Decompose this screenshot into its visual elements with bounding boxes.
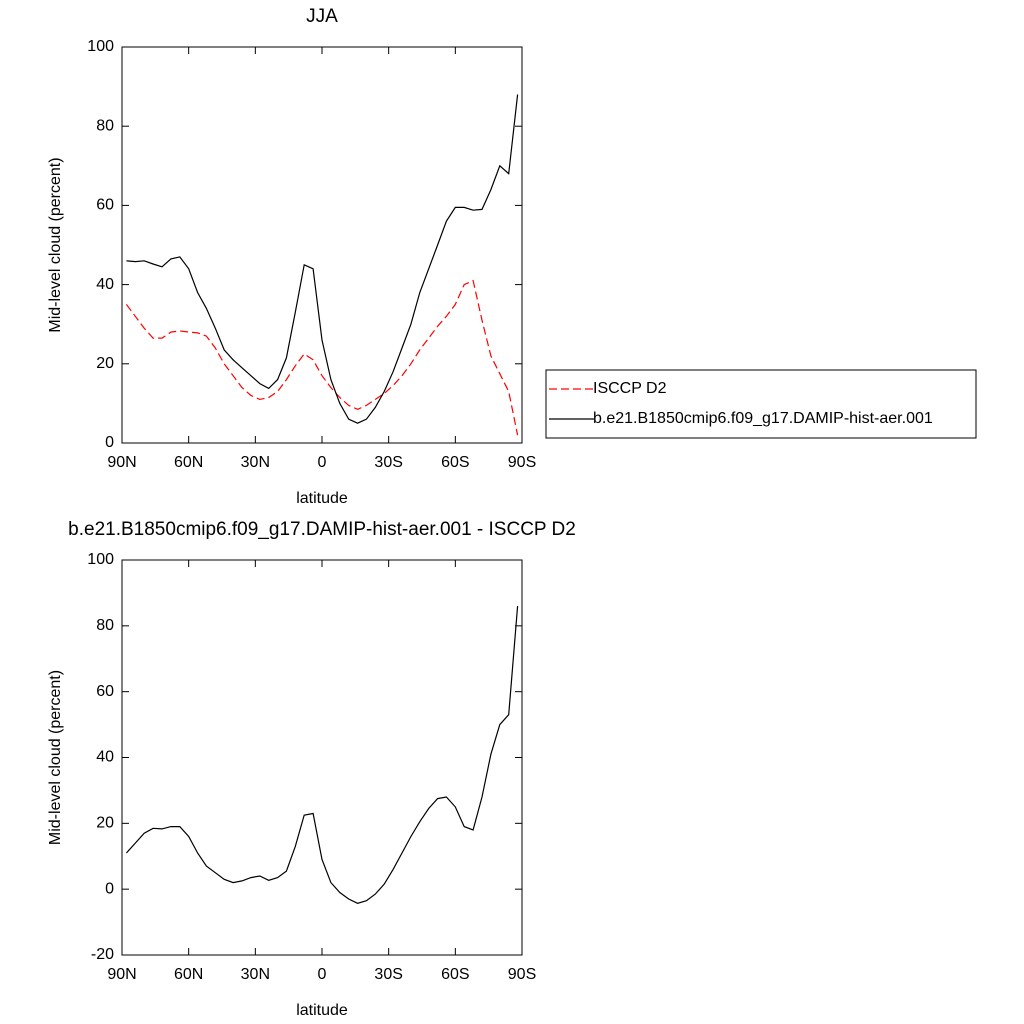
x-axis-label: latitude <box>296 490 348 507</box>
y-tick-label: 60 <box>96 197 114 214</box>
y-axis-label: Mid-level cloud (percent) <box>47 157 64 332</box>
y-axis-label: Mid-level cloud (percent) <box>47 670 64 845</box>
legend-label: b.e21.B1850cmip6.f09_g17.DAMIP-hist-aer.… <box>593 410 933 427</box>
y-tick-label: 80 <box>96 117 114 134</box>
y-tick-label: 0 <box>105 434 114 451</box>
x-tick-label: 60N <box>174 454 203 471</box>
x-tick-label: 90S <box>508 454 536 471</box>
y-tick-label: 40 <box>96 276 114 293</box>
y-tick-label: 80 <box>96 617 114 634</box>
x-tick-label: 30N <box>241 454 270 471</box>
x-tick-label: 90S <box>508 966 536 983</box>
y-tick-label: 20 <box>96 815 114 832</box>
chart-title: JJA <box>306 6 338 27</box>
y-tick-label: 60 <box>96 683 114 700</box>
plot-frame <box>121 46 523 444</box>
legend-box <box>545 369 977 439</box>
y-tick-label: 100 <box>87 551 114 568</box>
x-tick-label: 30S <box>374 454 402 471</box>
data-line <box>125 279 519 436</box>
x-tick-label: 30S <box>374 966 402 983</box>
chart-title: b.e21.B1850cmip6.f09_g17.DAMIP-hist-aer.… <box>68 519 576 540</box>
x-tick-label: 60S <box>441 966 469 983</box>
data-line <box>126 94 519 424</box>
data-line <box>125 606 519 904</box>
x-tick-label: 60N <box>174 966 203 983</box>
legend-label: ISCCP D2 <box>593 380 667 397</box>
y-tick-label: 0 <box>105 880 114 897</box>
x-axis-label: latitude <box>296 1002 348 1019</box>
y-tick-label: 40 <box>96 749 114 766</box>
x-tick-label: 90N <box>107 966 136 983</box>
x-tick-label: 60S <box>441 454 469 471</box>
y-tick-label: -20 <box>91 946 114 963</box>
x-tick-label: 0 <box>318 454 327 471</box>
x-tick-label: 90N <box>107 454 136 471</box>
y-tick-label: 20 <box>96 355 114 372</box>
x-tick-label: 0 <box>318 966 327 983</box>
plot-frame <box>121 559 523 956</box>
y-tick-label: 100 <box>87 38 114 55</box>
x-tick-label: 30N <box>241 966 270 983</box>
